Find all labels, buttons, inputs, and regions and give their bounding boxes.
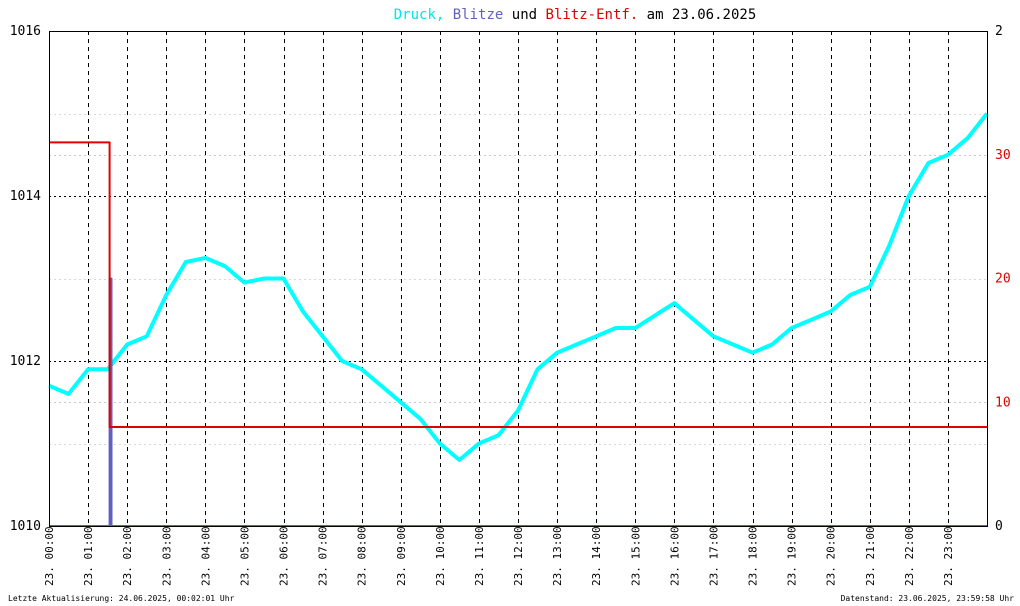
grid-lines bbox=[49, 31, 987, 526]
title-pressure: Druck, bbox=[394, 7, 445, 23]
tick-labels: 1010 1012 1014 1016 0 2 10 20 30 23. 00:00 23. 01:… bbox=[10, 24, 1011, 586]
ytick-distance-10: 10 bbox=[995, 395, 1011, 410]
series-pressure bbox=[48, 112, 989, 462]
xtick-11: 23. 11:00 bbox=[473, 526, 486, 586]
plot-border bbox=[49, 31, 988, 527]
xtick-18: 23. 18:00 bbox=[747, 526, 760, 586]
xtick-4: 23. 04:00 bbox=[199, 526, 212, 586]
title-connector: und bbox=[512, 7, 537, 23]
xtick-9: 23. 09:00 bbox=[395, 526, 408, 586]
plot-frame bbox=[49, 31, 988, 527]
xtick-19: 23. 19:00 bbox=[786, 526, 799, 586]
xtick-2: 23. 02:00 bbox=[121, 526, 134, 586]
xtick-12: 23. 12:00 bbox=[512, 526, 525, 586]
ytick-left-1010: 1010 bbox=[10, 519, 41, 534]
xtick-7: 23. 07:00 bbox=[317, 526, 330, 586]
ytick-left-1016: 1016 bbox=[10, 24, 41, 39]
xtick-15: 23. 15:00 bbox=[629, 526, 642, 586]
title-strikes: Blitze bbox=[453, 7, 504, 23]
xtick-22: 23. 22:00 bbox=[903, 526, 916, 586]
title-date: am 23.06.2025 bbox=[647, 7, 757, 23]
xtick-21: 23. 21:00 bbox=[864, 526, 877, 586]
series-distance bbox=[49, 141, 987, 428]
ytick-left-1012: 1012 bbox=[10, 354, 41, 369]
xtick-23: 23. 23:00 bbox=[942, 526, 955, 586]
xtick-1: 23. 01:00 bbox=[82, 526, 95, 586]
xtick-5: 23. 05:00 bbox=[238, 526, 251, 586]
ytick-left-1014: 1014 bbox=[10, 189, 41, 204]
footer-last-update: Letzte Aktualisierung: 24.06.2025, 00:02… bbox=[8, 594, 235, 603]
chart-title: Druck, Blitze und Blitz-Entf. am 23.06.2… bbox=[394, 7, 757, 23]
xtick-16: 23. 16:00 bbox=[668, 526, 681, 586]
xtick-17: 23. 17:00 bbox=[707, 526, 720, 586]
footer-data-status: Datenstand: 23.06.2025, 23:59:58 Uhr bbox=[841, 594, 1015, 603]
ytick-strikes-2: 2 bbox=[995, 24, 1003, 39]
xtick-13: 23. 13:00 bbox=[551, 526, 564, 586]
title-distance: Blitz-Entf. bbox=[546, 7, 639, 23]
ytick-distance-20: 20 bbox=[995, 272, 1011, 287]
xtick-3: 23. 03:00 bbox=[160, 526, 173, 586]
xtick-6: 23. 06:00 bbox=[278, 526, 291, 586]
ytick-strikes-0: 0 bbox=[995, 519, 1003, 534]
ytick-distance-30: 30 bbox=[995, 148, 1011, 163]
xtick-8: 23. 08:00 bbox=[356, 526, 369, 586]
xtick-20: 23. 20:00 bbox=[825, 526, 838, 586]
xtick-14: 23. 14:00 bbox=[590, 526, 603, 586]
xtick-10: 23. 10:00 bbox=[434, 526, 447, 586]
xtick-0: 23. 00:00 bbox=[43, 526, 56, 586]
